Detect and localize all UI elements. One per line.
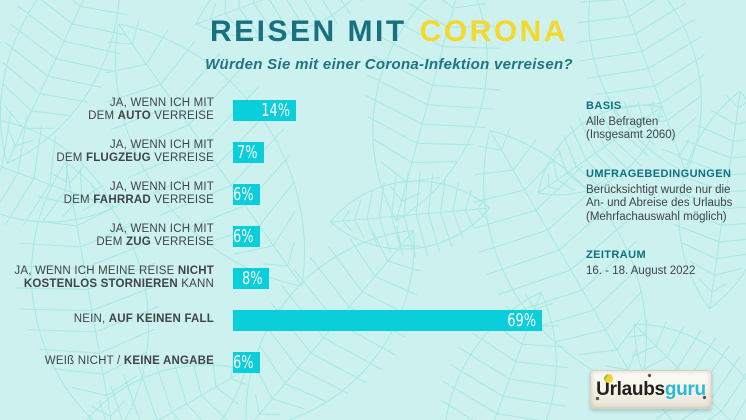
chart-row: JA, WENN ICH MIT DEM FLUGZEUG VERREISE 7% — [0, 131, 560, 173]
category-label: JA, WENN ICH MIT DEM FAHRRAD VERREISE — [63, 180, 214, 207]
bar-value-label: 14% — [261, 99, 290, 121]
page-title: REISEN MIT CORONA — [32, 15, 746, 49]
sidebar-section-line: Alle Befragten — [586, 116, 659, 128]
title-part-reisen-mit: REISEN MIT — [209, 15, 407, 48]
sidebar-section-line: (Insgesamt 2060) — [586, 129, 676, 142]
chart-row: JA, WENN ICH MIT DEM ZUG VERREISE 6% — [0, 215, 560, 257]
sidebar-section-line: 16. - 18. August 2022 — [586, 265, 696, 278]
bar: 69% — [233, 309, 542, 331]
sidebar-section-heading: BASIS — [586, 100, 622, 112]
sidebar-section: UMFRAGEBEDINGUNGEN Berücksichtigt wurde n… — [586, 168, 742, 224]
bar: 6% — [233, 183, 260, 205]
category-label: JA, WENN ICH MIT DEM FLUGZEUG VERREISE — [56, 138, 214, 165]
bar-value-label: 8% — [242, 267, 263, 289]
category-label: JA, WENN ICH MEINE REISE NICHT KOSTENLOS … — [14, 264, 214, 291]
screw-icon — [703, 396, 706, 399]
bar-value-label: 69% — [507, 309, 536, 331]
survey-question-subtitle: Würden Sie mit einer Corona-Infektion ve… — [205, 56, 573, 73]
sidebar-section-heading: UMFRAGEBEDINGUNGEN — [586, 167, 732, 180]
header: REISEN MIT CORONA Würden Sie mit einer Co… — [0, 15, 746, 73]
sidebar-section: BASIS Alle Befragten (Insgesamt 2060) — [586, 100, 742, 143]
chart-row: JA, WENN ICH MIT DEM FAHRRAD VERREISE 6% — [0, 173, 560, 215]
bar-value-label: 6% — [233, 351, 254, 373]
sidebar-section-line: An- und Abreise des Urlaubs — [586, 197, 733, 210]
chart-row: WEIß NICHT / KEINE ANGABE 6% — [0, 341, 560, 383]
bar: 7% — [233, 141, 264, 163]
bar-value-label: 7% — [237, 141, 258, 163]
bar: 6% — [233, 351, 260, 373]
chart-row: JA, WENN ICH MEINE REISE NICHT KOSTENLOS … — [0, 257, 560, 299]
bar-value-label: 6% — [233, 225, 254, 247]
info-sidebar: BASIS Alle Befragten (Insgesamt 2060) UMFRA… — [586, 100, 742, 303]
logo-text-urlaubs: Urlaubs — [596, 378, 665, 400]
sun-icon — [604, 374, 613, 383]
sidebar-section-heading: ZEITRAUM — [586, 249, 647, 262]
sidebar-section: ZEITRAUM 16. - 18. August 2022 — [586, 249, 742, 278]
logo-text-guru: guru — [664, 378, 706, 400]
category-label: NEIN, AUF KEINEN FALL — [73, 313, 214, 326]
screw-icon — [648, 374, 651, 377]
screw-icon — [596, 397, 599, 400]
logo-text: Urlaubsguru — [596, 379, 706, 401]
bar: 14% — [233, 99, 296, 121]
bar-value-label: 6% — [233, 183, 254, 205]
category-label: JA, WENN ICH MIT DEM ZUG VERREISE — [96, 222, 214, 249]
sidebar-section-line: Berücksichtigt wurde nur die — [586, 183, 731, 196]
bar: 8% — [233, 267, 269, 289]
urlaubsguru-logo: Urlaubsguru — [590, 370, 712, 409]
sidebar-section-line: (Mehrfachauswahl möglich) — [586, 210, 727, 223]
chart-row: NEIN, AUF KEINEN FALL 69% — [0, 299, 560, 341]
category-label: WEIß NICHT / KEINE ANGABE — [44, 355, 214, 368]
title-part-corona: CORONA — [419, 15, 569, 48]
bar-chart: JA, WENN ICH MIT DEM AUTO VERREISE 14% JA, … — [0, 89, 560, 383]
category-label: JA, WENN ICH MIT DEM AUTO VERREISE — [88, 96, 214, 123]
chart-row: JA, WENN ICH MIT DEM AUTO VERREISE 14% — [0, 89, 560, 131]
bar: 6% — [233, 225, 260, 247]
